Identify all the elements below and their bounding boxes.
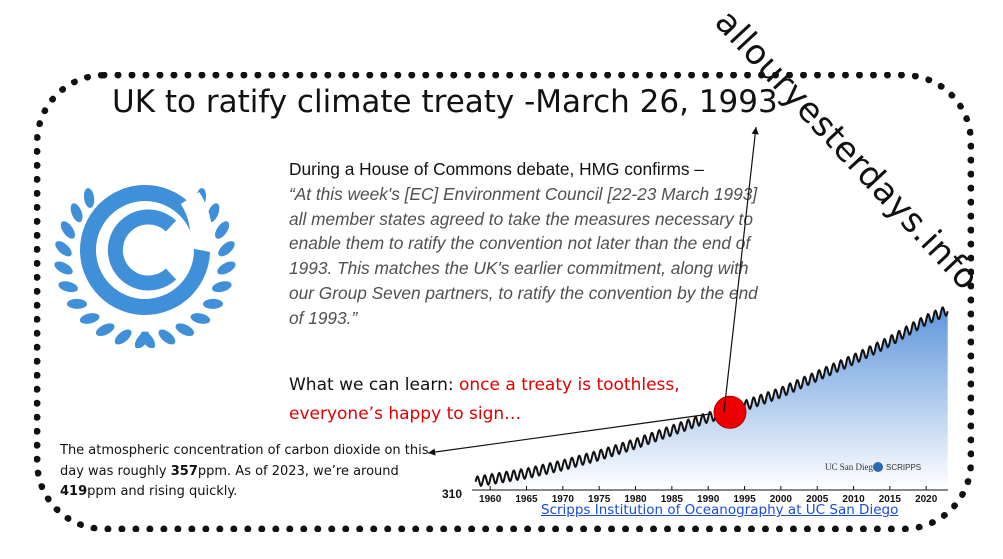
1993-marker: [713, 395, 747, 429]
lesson-prefix: What we can learn:: [289, 375, 459, 395]
scripps-logo-text: SCRIPPS: [886, 463, 921, 472]
scripps-credit-link[interactable]: Scripps Institution of Oceanography at U…: [541, 502, 899, 518]
laurel-leaf: [60, 221, 75, 239]
laurel-leaf: [67, 298, 87, 309]
ucsd-logo-text: UC San Diego: [825, 462, 878, 472]
laurel-leaf: [79, 313, 100, 324]
letter-c-icon: [107, 209, 177, 291]
x-tick-label: 1970: [552, 494, 575, 505]
laurel-leaf: [212, 281, 232, 293]
laurel-leaf: [114, 329, 132, 345]
laurel-left-icon: [54, 188, 150, 348]
laurel-leaf: [203, 298, 223, 309]
page-title: UK to ratify climate treaty -March 26, 1…: [112, 84, 778, 120]
x-tick-label: 2010: [842, 494, 865, 505]
co2-note: The atmospheric concentration of carbon …: [60, 441, 430, 503]
quote-intro: During a House of Commons debate, HMG co…: [289, 159, 704, 179]
x-tick-label: 1995: [733, 494, 756, 505]
arrow-to-title: [723, 126, 759, 413]
note-part3: ppm and rising quickly.: [87, 484, 238, 499]
x-tick-label: 2000: [770, 494, 793, 505]
x-tick-label: 1985: [661, 494, 684, 505]
ucsd-logo-icon: UC San Diego: [825, 462, 878, 472]
note-part1: The atmospheric concentration of carbon …: [60, 443, 429, 479]
co2-chart: 1960 1965 1970 1975 1980 1985 1990 1995 2000 2005…: [442, 306, 949, 505]
ring-gap: [180, 191, 213, 253]
scripps-logo-icon: SCRIPPS: [873, 462, 921, 472]
debate-quote: During a House of Commons debate, HMG co…: [289, 157, 759, 331]
lesson-text: What we can learn: once a treaty is toot…: [289, 371, 759, 429]
laurel-leaf: [215, 221, 230, 239]
co2-area: [475, 307, 948, 490]
y-tick-label: 310: [442, 487, 462, 501]
note-value-2023: 419: [60, 484, 88, 499]
laurel-leaf: [70, 203, 83, 223]
lesson-highlight: once a treaty is toothless, everyone’s h…: [289, 375, 680, 424]
x-tick-label: 2005: [806, 494, 829, 505]
laurel-leaf: [58, 281, 78, 293]
laurel-leaf: [158, 329, 176, 345]
x-tick-label: 1980: [624, 494, 647, 505]
laurel-leaf: [190, 313, 211, 324]
x-tick-label: 2015: [879, 494, 902, 505]
laurel-leaf: [95, 323, 115, 336]
x-tick-label: 1965: [515, 494, 538, 505]
unfccc-logo-icon: [54, 185, 236, 348]
laurel-leaf: [55, 241, 72, 257]
arrow-to-note: [427, 413, 711, 456]
note-part2: ppm. As of 2023, we’re around: [197, 463, 399, 479]
laurel-leaf: [207, 203, 220, 223]
laurel-leaf: [175, 323, 195, 336]
co2-series-line: [474, 306, 949, 488]
laurel-leaf: [83, 188, 95, 208]
laurel-right-icon: [140, 188, 236, 348]
x-axis: 1960 1965 1970 1975 1980 1985 1990 1995 2000 2005…: [472, 486, 948, 505]
dotted-frame: [34, 72, 974, 532]
note-value-1993: 357: [170, 463, 198, 479]
laurel-leaf: [217, 261, 236, 275]
x-tick-label: 1975: [588, 494, 611, 505]
laurel-leaf: [218, 241, 235, 257]
x-tick-label: 1990: [697, 494, 720, 505]
x-tick-label: 2020: [915, 494, 938, 505]
laurel-leaf: [140, 331, 156, 348]
laurel-leaf: [54, 261, 73, 275]
quote-body: “At this week's [EC] Environment Council…: [289, 183, 758, 328]
x-tick-label: 1960: [479, 494, 502, 505]
